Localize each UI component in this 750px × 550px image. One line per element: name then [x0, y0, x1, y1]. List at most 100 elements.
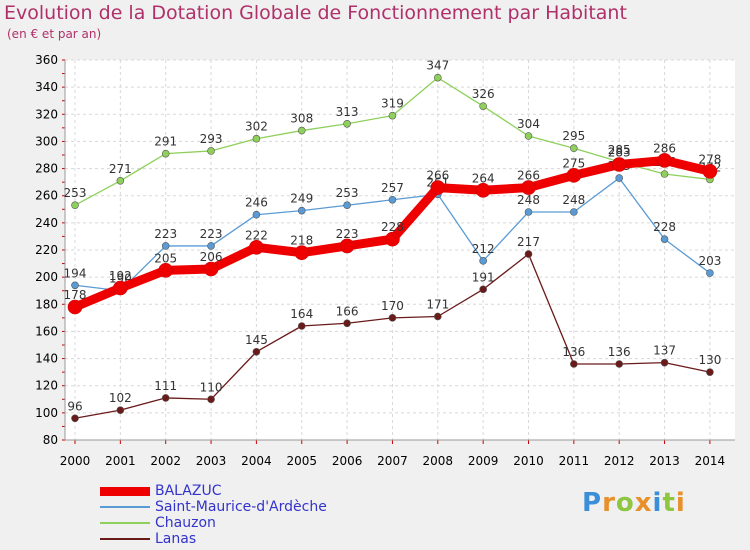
data-point	[116, 406, 125, 414]
data-label: 217	[517, 235, 540, 249]
data-point	[615, 360, 624, 368]
data-label: 271	[109, 162, 132, 176]
data-label: 192	[109, 269, 132, 283]
data-label: 178	[64, 288, 87, 302]
data-point	[388, 195, 397, 204]
x-tick-label: 2000	[60, 454, 91, 468]
data-label: 248	[517, 193, 540, 207]
x-tick-label: 2010	[513, 454, 544, 468]
data-label: 206	[200, 250, 223, 264]
data-point	[297, 322, 306, 330]
data-point	[702, 163, 718, 179]
data-point	[570, 144, 578, 153]
data-point	[113, 280, 128, 296]
line-chart: 80 100 120 140 160 180 200 220 240 260 280 300 320 34…	[35, 53, 735, 468]
data-point	[570, 360, 578, 368]
x-tick-label: 2009	[468, 454, 499, 468]
data-point	[161, 149, 170, 158]
data-label: 319	[381, 97, 404, 111]
logo-letter: t	[662, 488, 676, 518]
data-label: 285	[608, 143, 631, 157]
data-point	[71, 281, 79, 290]
data-label: 293	[200, 132, 223, 146]
data-label: 266	[426, 169, 449, 183]
data-label: 246	[245, 196, 268, 210]
data-label: 110	[200, 380, 223, 394]
y-tick-label: 280	[35, 162, 58, 176]
data-point	[521, 180, 536, 195]
data-label: 223	[336, 227, 359, 241]
data-point	[252, 347, 261, 356]
x-tick-label: 2003	[196, 454, 227, 468]
data-point	[385, 231, 400, 247]
data-point	[161, 394, 170, 402]
data-label: 102	[109, 391, 132, 405]
data-label: 166	[336, 304, 359, 318]
data-label: 205	[154, 251, 177, 265]
data-point	[433, 73, 442, 82]
data-label: 218	[290, 234, 313, 248]
data-label: 130	[698, 353, 721, 367]
y-tick-label: 140	[35, 352, 58, 366]
legend-label: Lanas	[155, 531, 197, 547]
data-label: 248	[562, 193, 585, 207]
data-point	[706, 368, 714, 376]
x-tick-label: 2008	[423, 454, 454, 468]
data-label: 275	[562, 156, 585, 170]
y-tick-label: 120	[35, 379, 58, 393]
data-point	[611, 157, 627, 172]
legend-swatch	[100, 522, 150, 524]
data-point	[660, 170, 669, 178]
data-point	[479, 257, 487, 265]
data-point	[203, 261, 219, 277]
data-label: 111	[154, 379, 177, 393]
data-label: 249	[290, 192, 313, 206]
data-point	[615, 174, 624, 182]
chart-subtitle: (en € et par an)	[7, 27, 102, 41]
data-label: 266	[517, 169, 540, 183]
data-point	[524, 250, 533, 258]
data-point	[388, 111, 397, 120]
legend-label: Chauzon	[155, 515, 216, 531]
x-tick-label: 2004	[241, 454, 272, 468]
data-point	[339, 238, 355, 254]
data-point	[116, 176, 125, 185]
data-label: 194	[64, 266, 87, 280]
legend-label: BALAZUC	[155, 483, 222, 499]
data-point	[566, 168, 582, 183]
data-label: 228	[381, 220, 404, 234]
data-point	[294, 245, 310, 261]
logo-letter: i	[652, 488, 663, 518]
y-tick-label: 220	[35, 243, 58, 257]
x-tick-label: 2011	[559, 454, 590, 468]
y-tick-label: 360	[35, 53, 58, 67]
data-label: 171	[426, 298, 449, 312]
data-point	[343, 201, 351, 210]
data-label: 253	[64, 186, 87, 200]
data-point	[433, 312, 442, 321]
data-label: 347	[426, 59, 449, 73]
x-tick-label: 2013	[649, 454, 680, 468]
data-label: 203	[698, 254, 721, 268]
y-tick-label: 320	[35, 107, 58, 121]
x-tick-label: 2002	[150, 454, 181, 468]
x-tick-label: 2012	[604, 454, 635, 468]
data-label: 96	[67, 399, 82, 413]
data-point	[207, 395, 215, 404]
data-point	[252, 134, 261, 143]
legend-swatch	[100, 486, 150, 496]
data-label: 326	[472, 87, 495, 101]
data-point	[297, 126, 306, 135]
data-point	[479, 102, 487, 110]
logo-letter: x	[634, 488, 653, 518]
data-point	[343, 319, 351, 328]
y-tick-label: 80	[43, 433, 58, 447]
data-label: 170	[381, 299, 404, 313]
data-point	[524, 208, 533, 216]
data-point	[388, 314, 397, 322]
x-tick-label: 2007	[377, 454, 408, 468]
x-tick-label: 2014	[695, 454, 726, 468]
data-label: 257	[381, 181, 404, 195]
logo-letter: P	[582, 488, 603, 518]
data-point	[657, 153, 672, 168]
